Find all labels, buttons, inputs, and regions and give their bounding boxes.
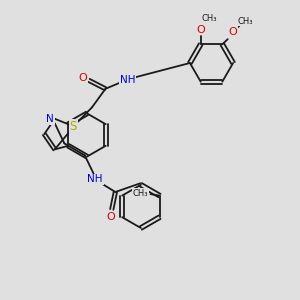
Text: CH₃: CH₃ [202,14,218,23]
Text: N: N [46,114,54,124]
Text: O: O [78,73,87,83]
Text: CH₃: CH₃ [133,189,148,198]
Text: O: O [228,27,237,37]
Text: S: S [70,120,77,134]
Text: CH₃: CH₃ [237,17,253,26]
Text: O: O [196,25,205,34]
Text: NH: NH [87,174,103,184]
Text: NH: NH [120,75,135,85]
Text: O: O [106,212,115,222]
